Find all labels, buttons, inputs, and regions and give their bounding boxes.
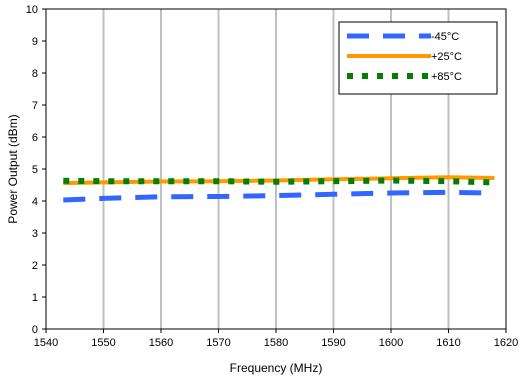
y-tick-label: 3 [32,228,38,240]
y-tick-label: 5 [32,164,38,176]
y-tick-label: 0 [32,324,38,336]
legend: -45°C +25°C +85°C [338,21,498,95]
axis-ticks [42,8,507,333]
legend-label-0: -45°C [431,31,459,43]
x-tick-label: 1590 [321,337,345,349]
x-axis-title: Frequency (MHz) [230,361,323,375]
x-tick-label: 1600 [379,337,403,349]
y-tick-label: 9 [32,36,38,48]
x-tick-label: 1560 [149,337,173,349]
y-tick-labels: 0 1 2 3 4 5 6 7 8 9 10 [26,4,38,336]
series-line-0 [63,189,495,203]
x-tick-labels: 1540 1550 1560 1570 1580 1590 1600 1610 1620 [34,337,518,349]
y-tick-label: 1 [32,292,38,304]
y-tick-label: 10 [26,4,38,16]
y-tick-label: 6 [32,132,38,144]
legend-label-1: +25°C [431,51,462,63]
y-tick-label: 7 [32,100,38,112]
series-line-2 [63,177,495,186]
x-tick-label: 1610 [436,337,460,349]
x-tick-label: 1540 [34,337,58,349]
y-tick-label: 8 [32,68,38,80]
x-tick-label: 1580 [264,337,288,349]
y-axis-title: Power Output (dBm) [6,114,20,223]
x-tick-label: 1620 [494,337,518,349]
y-tick-label: 2 [32,260,38,272]
legend-label-2: +85°C [431,71,462,83]
x-tick-label: 1570 [206,337,230,349]
x-tick-label: 1550 [91,337,115,349]
grid-lines [102,9,450,329]
y-tick-label: 4 [32,196,38,208]
series-lines [63,175,495,203]
